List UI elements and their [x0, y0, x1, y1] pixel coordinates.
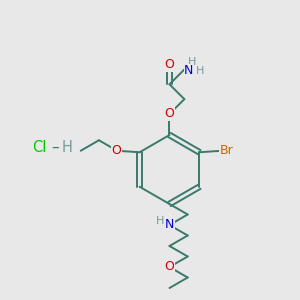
Text: O: O	[165, 260, 174, 274]
Text: –: –	[52, 140, 59, 154]
Text: H: H	[188, 57, 196, 67]
Text: O: O	[165, 58, 174, 71]
Text: O: O	[165, 107, 174, 121]
Text: O: O	[112, 144, 122, 157]
Text: H: H	[62, 140, 73, 154]
Text: Cl: Cl	[32, 140, 46, 154]
Text: N: N	[184, 64, 194, 77]
Text: Br: Br	[220, 144, 234, 157]
Text: H: H	[156, 215, 165, 226]
Text: N: N	[165, 218, 174, 232]
Text: H: H	[196, 66, 204, 76]
